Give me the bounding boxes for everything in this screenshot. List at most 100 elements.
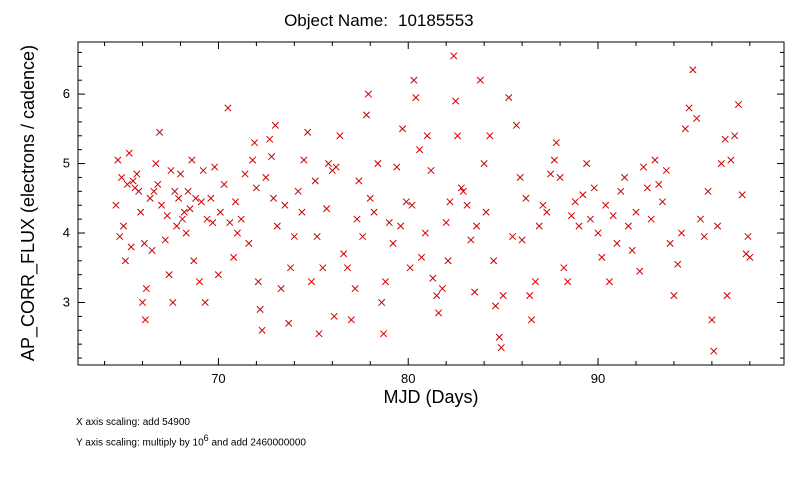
data-point [152,160,160,168]
data-point [256,305,264,313]
y-scaling-suffix: and add 2460000000 [208,437,306,449]
data-point [617,187,625,195]
data-point [636,267,644,275]
data-point [142,285,150,293]
data-point [347,316,355,324]
data-point [319,264,327,272]
data-point [442,219,450,227]
data-point [378,298,386,307]
chart-title-label: Object Name: [284,11,388,30]
data-point [632,208,640,216]
data-point [138,298,147,307]
data-point [230,253,238,261]
data-point [214,271,222,279]
data-point [522,194,530,202]
data-point [518,236,526,244]
data-point [575,222,583,230]
x-axis-scaling-note: X axis scaling: add 54900 [76,417,190,428]
data-point [516,173,524,182]
y-tick-label: 6 [63,86,70,101]
data-point [127,243,135,251]
data-point [598,253,606,261]
data-point [480,160,488,168]
data-point [526,291,534,300]
x-scaling-text: X axis scaling: add 54900 [76,417,190,428]
data-point [746,253,754,261]
data-point [435,309,443,317]
data-point [336,132,344,140]
x-axis-label: MJD (Days) [384,387,479,407]
data-point [175,194,183,202]
data-point [351,285,359,293]
data-point [343,264,352,272]
data-point [738,191,746,199]
data-point [651,156,659,164]
data-point [677,229,686,237]
data-point [184,187,192,195]
data-point [355,177,363,185]
data-point [528,316,536,324]
data-point [330,312,338,320]
data-point [429,274,437,282]
data-point [180,208,188,216]
data-point [133,170,141,178]
data-point [192,194,200,202]
data-point [285,319,293,327]
data-point [150,187,158,195]
data-point [406,264,414,272]
y-tick-label: 5 [63,156,70,171]
data-point [459,187,467,195]
data-point [571,198,579,206]
data-point [512,121,520,129]
y-axis-label: AP_CORR_FLUX (electrons / cadence) [18,45,39,361]
data-point [116,232,124,241]
data-point [207,194,215,202]
data-point [163,212,171,220]
data-point [433,291,441,300]
data-point [362,111,371,119]
data-point [647,215,655,223]
data-point [300,156,308,164]
data-point [156,128,164,136]
data-point [129,177,137,185]
data-point [141,316,149,324]
data-point [381,278,390,286]
data-point [311,177,319,185]
data-point [197,198,205,206]
data-point [231,198,240,206]
data-point [290,232,298,241]
data-point [482,208,490,216]
data-point [161,236,169,244]
data-point [233,229,241,237]
data-point [271,121,279,129]
chart-title-value: 10185553 [398,11,474,30]
data-point [148,246,156,254]
data-point [178,215,186,223]
data-point [374,160,382,168]
data-point [560,264,568,272]
data-point [685,104,693,112]
data-point [452,97,460,105]
data-point [586,215,594,223]
data-point [416,146,424,154]
data-point [385,219,393,227]
data-point [658,198,667,206]
data-point [463,201,471,209]
data-point [681,125,689,133]
data-point [359,232,367,241]
data-point [114,156,122,164]
data-point [564,278,572,286]
data-point [689,66,697,74]
data-point [323,205,331,213]
data-point [417,253,426,261]
data-point [140,239,148,247]
data-point [211,163,219,171]
data-point [182,229,190,237]
data-point [535,222,543,230]
data-point [666,239,674,247]
data-point [427,166,435,175]
data-point [531,278,539,286]
plot-frame [77,41,785,366]
data-point [281,201,289,209]
data-point [176,170,185,178]
